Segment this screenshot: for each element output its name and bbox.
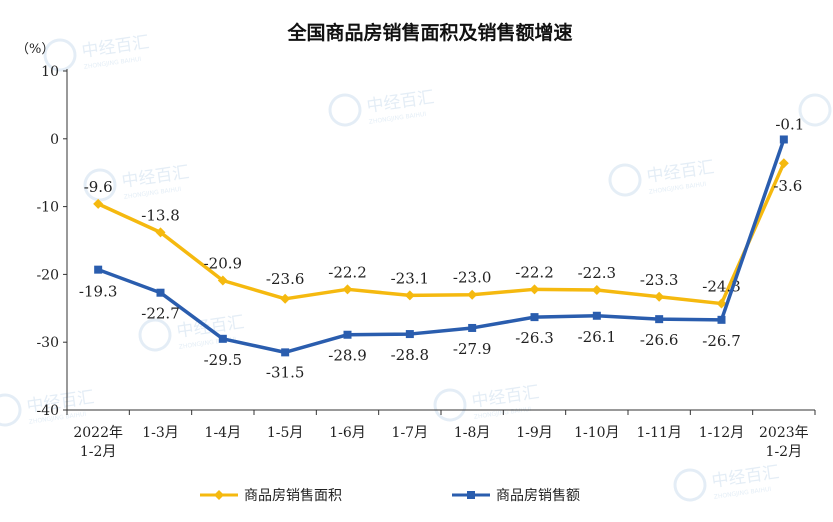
data-label: -23.0 (453, 269, 491, 287)
legend-label: 商品房销售面积 (244, 488, 342, 504)
data-point (156, 288, 165, 297)
data-point (654, 291, 665, 302)
series-line (97, 138, 786, 355)
watermark-circle (673, 468, 707, 502)
x-tick-label: 2023年 (759, 425, 809, 441)
legend: 商品房销售面积 商品房销售额 (200, 488, 580, 504)
x-tick-label: 1-2月 (766, 444, 803, 460)
data-point (778, 158, 789, 169)
x-tick-label: 1-11月 (636, 425, 681, 441)
x-tick-label: 1-3月 (142, 425, 179, 441)
data-point (94, 265, 103, 274)
y-axis-unit: （%） (16, 42, 54, 57)
data-label: -22.2 (515, 263, 553, 281)
data-label: -19.3 (79, 283, 117, 301)
data-label: -29.5 (204, 351, 242, 369)
data-point (655, 315, 664, 324)
x-tick-label: 1-5月 (267, 425, 304, 441)
y-tick-label: 10 (41, 64, 59, 80)
data-point (155, 227, 166, 238)
data-label: -20.9 (204, 255, 242, 273)
data-label: -22.3 (578, 264, 616, 282)
data-label: -22.2 (328, 263, 366, 281)
data-label: -22.7 (141, 305, 179, 323)
data-label: -3.6 (773, 177, 802, 195)
data-point (779, 135, 788, 144)
data-label: -28.8 (391, 346, 429, 364)
data-label: -26.1 (578, 328, 616, 346)
x-tick-label: 1-12月 (699, 425, 744, 441)
legend-marker (214, 490, 224, 500)
data-point (281, 348, 290, 357)
data-point (405, 330, 414, 339)
watermark-circle (328, 93, 362, 127)
x-tick-label: 1-10月 (574, 425, 619, 441)
watermark-circle (43, 38, 77, 72)
data-point (467, 289, 478, 300)
watermark-circle (433, 388, 467, 422)
chart-title: 全国商品房销售面积及销售额增速 (286, 21, 572, 44)
data-point (404, 290, 415, 301)
data-point (717, 315, 726, 324)
y-tick-label: -20 (36, 267, 59, 283)
data-point (93, 198, 104, 209)
y-tick-label: -40 (36, 403, 59, 419)
x-tick-label: 1-6月 (329, 425, 366, 441)
y-tick-label: -30 (36, 335, 59, 351)
axes: 10 0 -10 -20 -30 -40 2022年 1-2月 1-3月 1-4月 1-5月 1-6月… (36, 64, 816, 460)
data-point (468, 323, 477, 332)
data-point (343, 330, 352, 339)
x-tick-label: 1-8月 (454, 425, 491, 441)
data-point (342, 284, 353, 295)
y-tick-label: -10 (36, 200, 59, 216)
x-tick-label: 1-7月 (392, 425, 429, 441)
data-label: -28.9 (328, 347, 366, 365)
y-tick-label: 0 (50, 132, 59, 148)
data-label: -23.1 (391, 269, 429, 287)
data-point (217, 275, 228, 286)
data-label: -26.7 (702, 332, 740, 350)
data-point (529, 284, 540, 295)
data-label: -0.1 (775, 115, 804, 133)
data-point (280, 293, 291, 304)
x-tick-label: 1-9月 (516, 425, 553, 441)
watermark-circle (83, 168, 117, 202)
data-point (591, 284, 602, 295)
watermark-circle (608, 163, 642, 197)
x-tick-label: 1-4月 (205, 425, 242, 441)
data-label: -23.3 (640, 271, 678, 289)
data-point (592, 311, 601, 320)
series-layer: -9.6 -13.8 -20.9 -23.6 -22.2 -23.1 -23.0 -22.2 -… (79, 115, 804, 381)
data-label: -9.6 (84, 178, 113, 196)
data-label: -27.9 (453, 340, 491, 358)
data-label: -31.5 (266, 363, 304, 381)
data-label: -26.6 (640, 331, 678, 349)
data-label: -26.3 (515, 329, 553, 347)
x-tick-label: 1-2月 (80, 444, 117, 460)
data-point (716, 298, 727, 309)
x-tick-label: 2022年 (73, 425, 123, 441)
watermark-circle (798, 93, 832, 127)
data-point (218, 334, 227, 343)
data-label: -13.8 (141, 206, 179, 224)
legend-label: 商品房销售额 (496, 488, 580, 504)
data-label: -23.6 (266, 270, 304, 288)
data-point (530, 313, 539, 322)
series-line (97, 162, 786, 306)
legend-marker (467, 491, 475, 499)
watermark-circle (0, 393, 22, 427)
watermark-circle (138, 318, 172, 352)
